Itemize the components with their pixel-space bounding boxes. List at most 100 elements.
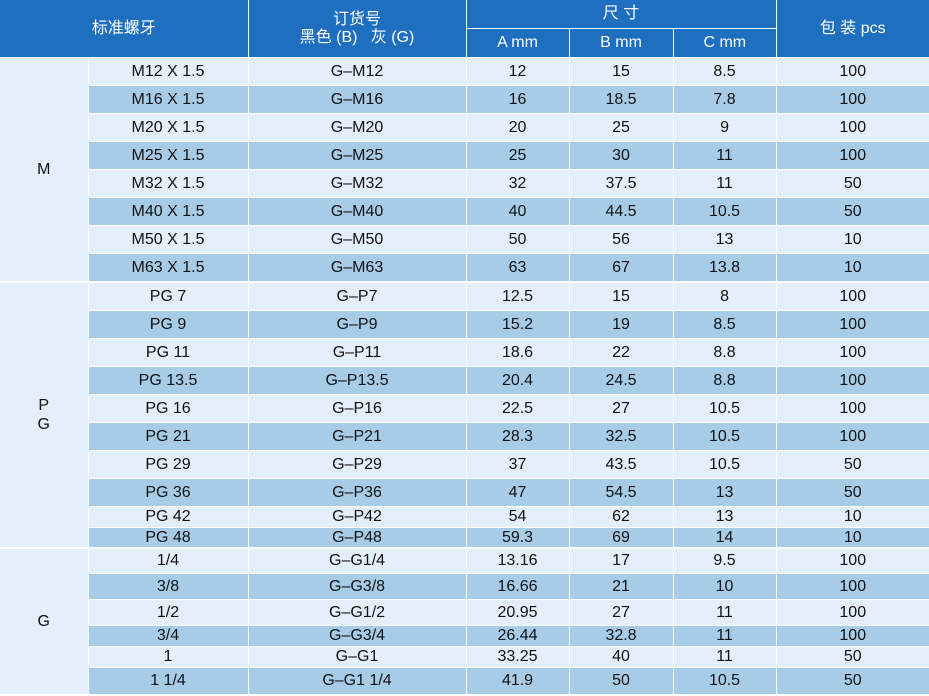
table-row: PG 36 G–P36 47 54.5 13 50 [0, 478, 929, 507]
b-mm-cell: 24.5 [569, 366, 674, 395]
c-mm-cell: 11 [673, 599, 777, 626]
c-mm-cell: 8.8 [673, 366, 777, 395]
packing-cell: 100 [776, 366, 929, 395]
packing-cell: 50 [776, 450, 929, 479]
c-mm-cell: 13.8 [673, 253, 777, 283]
table-row: M20 X 1.5 G–M20 20 25 9 100 [0, 113, 929, 142]
header-order-number: 订货号 黑色 (B) 灰 (G) [248, 0, 467, 58]
packing-cell: 10 [776, 253, 929, 283]
table-row: 1 G–G1 33.25 40 11 50 [0, 646, 929, 668]
b-mm-cell: 43.5 [569, 450, 674, 479]
b-mm-cell: 32.5 [569, 422, 674, 451]
c-mm-cell: 8 [673, 282, 777, 311]
b-mm-cell: 27 [569, 394, 674, 423]
table-row: PG 21 G–P21 28.3 32.5 10.5 100 [0, 422, 929, 451]
order-code-cell: G–M50 [248, 225, 467, 254]
b-mm-cell: 21 [569, 573, 674, 600]
thread-cell: PG 9 [88, 310, 249, 339]
table-row: M32 X 1.5 G–M32 32 37.5 11 50 [0, 169, 929, 198]
table-row: M M12 X 1.5 G–M12 12 15 8.5 100 [0, 57, 929, 283]
thread-cell: M16 X 1.5 [88, 85, 249, 114]
header-size: 尺 寸 [466, 0, 777, 29]
packing-cell: 50 [776, 169, 929, 198]
b-mm-cell: 22 [569, 338, 674, 367]
a-mm-cell: 13.16 [466, 548, 570, 574]
a-mm-cell: 16.66 [466, 573, 570, 600]
order-code-cell: G–M12 [248, 57, 467, 86]
a-mm-cell: 12 [466, 57, 570, 86]
order-code-cell: G–M25 [248, 141, 467, 170]
a-mm-cell: 20 [466, 113, 570, 142]
thread-cell: M32 X 1.5 [88, 169, 249, 198]
order-code-cell: G–M20 [248, 113, 467, 142]
header-order-number-line2: 黑色 (B) 灰 (G) [299, 28, 415, 46]
packing-cell: 100 [776, 113, 929, 142]
a-mm-cell: 32 [466, 169, 570, 198]
order-code-cell: G–P13.5 [248, 366, 467, 395]
packing-cell: 10 [776, 225, 929, 254]
order-code-cell: G–G1/4 [248, 548, 467, 574]
order-code-cell: G–P29 [248, 450, 467, 479]
packing-cell: 10 [776, 527, 929, 549]
c-mm-cell: 11 [673, 169, 777, 198]
b-mm-cell: 32.8 [569, 625, 674, 647]
packing-cell: 100 [776, 85, 929, 114]
b-mm-cell: 37.5 [569, 169, 674, 198]
c-mm-cell: 10.5 [673, 450, 777, 479]
order-code-cell: G–M16 [248, 85, 467, 114]
table-row: PG 48 G–P48 59.3 69 14 10 [0, 527, 929, 549]
order-code-cell: G–G3/4 [248, 625, 467, 647]
c-mm-cell: 14 [673, 527, 777, 549]
c-mm-cell: 11 [673, 646, 777, 668]
table-row: P G PG 7 G–P7 12.5 15 8 100 [0, 282, 929, 549]
table-row: PG 9 G–P9 15.2 19 8.5 100 [0, 310, 929, 339]
order-code-cell: G–P48 [248, 527, 467, 549]
packing-cell: 50 [776, 197, 929, 226]
a-mm-cell: 20.4 [466, 366, 570, 395]
thread-cell: M50 X 1.5 [88, 225, 249, 254]
a-mm-cell: 26.44 [466, 625, 570, 647]
b-mm-cell: 15 [569, 282, 674, 311]
b-mm-cell: 18.5 [569, 85, 674, 114]
table-row: 3/8 G–G3/8 16.66 21 10 100 [0, 573, 929, 600]
a-mm-cell: 54 [466, 506, 570, 528]
c-mm-cell: 11 [673, 625, 777, 647]
c-mm-cell: 13 [673, 225, 777, 254]
b-mm-cell: 54.5 [569, 478, 674, 507]
a-mm-cell: 47 [466, 478, 570, 507]
order-code-cell: G–P21 [248, 422, 467, 451]
group-label-line: G [37, 613, 50, 630]
order-code-cell: G–G1 [248, 646, 467, 668]
packing-cell: 100 [776, 394, 929, 423]
table-row: PG 13.5 G–P13.5 20.4 24.5 8.8 100 [0, 366, 929, 395]
packing-cell: 50 [776, 478, 929, 507]
thread-cell: PG 13.5 [88, 366, 249, 395]
thread-cell: PG 36 [88, 478, 249, 507]
thread-cell: PG 11 [88, 338, 249, 367]
header-b-mm: B mm [569, 28, 674, 58]
thread-cell: PG 21 [88, 422, 249, 451]
a-mm-cell: 20.95 [466, 599, 570, 626]
group-label: M [0, 57, 89, 283]
thread-cell: 3/8 [88, 573, 249, 600]
thread-cell: PG 16 [88, 394, 249, 423]
table-row: 1 1/4 G–G1 1/4 41.9 50 10.5 50 [0, 667, 929, 696]
table-header: 标准螺牙 订货号 黑色 (B) 灰 (G) 尺 寸 包 装 pcs A mm B… [0, 0, 929, 58]
b-mm-cell: 69 [569, 527, 674, 549]
order-code-cell: G–M63 [248, 253, 467, 283]
a-mm-cell: 37 [466, 450, 570, 479]
table-row: G 1/4 G–G1/4 13.16 17 9.5 100 [0, 548, 929, 696]
order-code-cell: G–P9 [248, 310, 467, 339]
thread-cell: 3/4 [88, 625, 249, 647]
order-code-cell: G–G3/8 [248, 573, 467, 600]
a-mm-cell: 12.5 [466, 282, 570, 311]
thread-cell: PG 42 [88, 506, 249, 528]
order-code-cell: G–M32 [248, 169, 467, 198]
a-mm-cell: 59.3 [466, 527, 570, 549]
order-code-cell: G–G1/2 [248, 599, 467, 626]
c-mm-cell: 9 [673, 113, 777, 142]
thread-cell: PG 48 [88, 527, 249, 549]
thread-cell: 1/2 [88, 599, 249, 626]
thread-cell: M12 X 1.5 [88, 57, 249, 86]
a-mm-cell: 50 [466, 225, 570, 254]
